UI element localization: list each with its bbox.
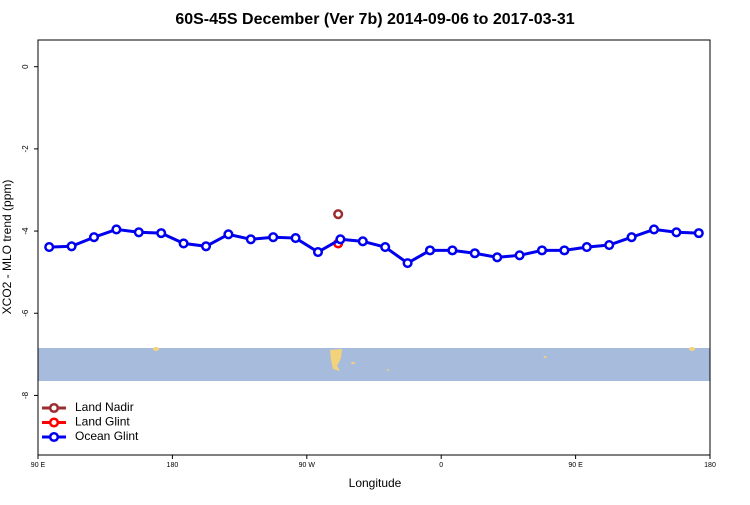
data-point — [178, 238, 189, 249]
y-tick-label: -8 — [21, 391, 30, 399]
legend-marker — [48, 402, 60, 414]
series-line — [49, 227, 699, 265]
data-point — [223, 229, 234, 240]
map-strip — [38, 347, 710, 381]
x-tick-label: 90 E — [31, 462, 46, 469]
y-tick-label: -2 — [21, 145, 30, 153]
x-tick-label: 180 — [167, 462, 179, 469]
data-point — [290, 232, 301, 244]
data-point — [357, 236, 368, 247]
data-point — [312, 246, 324, 258]
data-point — [268, 232, 279, 243]
data-point — [424, 245, 436, 256]
chart-title: 60S-45S December (Ver 7b) 2014-09-06 to … — [175, 11, 574, 28]
y-tick-label: -4 — [21, 227, 30, 235]
data-point — [447, 245, 458, 256]
y-tick-label: 0 — [21, 64, 30, 69]
y-axis-label: XCO2 - MLO trend (ppm) — [0, 180, 14, 315]
legend-label: Land Nadir — [75, 400, 134, 414]
data-point — [671, 227, 682, 238]
data-point — [581, 242, 592, 253]
data-point — [693, 228, 704, 239]
data-point — [648, 224, 660, 235]
data-point — [88, 232, 100, 243]
data-point — [133, 227, 144, 238]
x-tick-label: 90 W — [299, 462, 316, 469]
legend-label: Ocean Glint — [75, 429, 139, 443]
data-point — [469, 248, 480, 259]
plot-frame — [37, 39, 711, 456]
data-point — [44, 242, 55, 253]
y-tick-label: -6 — [21, 309, 30, 317]
data-point — [559, 245, 570, 256]
data-point — [536, 245, 548, 256]
data-point — [604, 239, 615, 251]
x-axis-label: Longitude — [349, 476, 402, 490]
x-tick-label: 180 — [704, 462, 716, 469]
data-point — [111, 224, 122, 235]
data-point — [492, 252, 503, 263]
x-tick-label: 90 E — [568, 462, 583, 469]
x-tick-label: 0 — [439, 462, 443, 469]
legend-label: Land Glint — [75, 415, 130, 429]
data-point — [66, 241, 77, 252]
data-point — [156, 228, 167, 239]
data-point — [402, 258, 413, 269]
data-point — [335, 234, 346, 245]
legend-marker — [48, 431, 60, 443]
data-point — [245, 234, 256, 245]
data-point — [200, 241, 212, 252]
data-point — [626, 232, 637, 243]
data-point — [514, 250, 525, 261]
legend-marker — [48, 417, 60, 428]
data-point — [380, 242, 391, 253]
data-point — [333, 209, 344, 220]
